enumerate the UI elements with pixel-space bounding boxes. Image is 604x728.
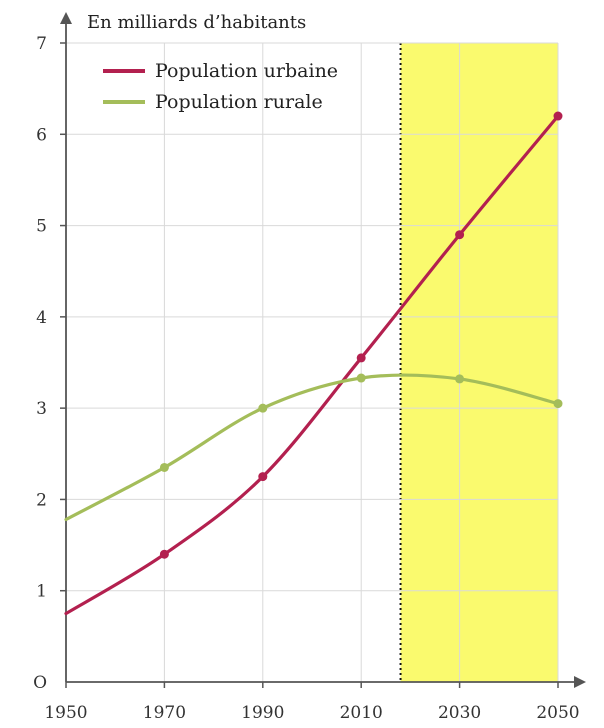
- x-axis-arrow: [574, 676, 586, 688]
- x-tick-label: 1990: [241, 703, 284, 723]
- series-line-rural: [64, 373, 560, 522]
- label-layer: En milliards d’habitants 1950 1970 1990 201…: [33, 12, 580, 723]
- y-axis-title: En milliards d’habitants: [87, 12, 306, 33]
- projection-band: [400, 43, 558, 682]
- x-tick-label: 1970: [143, 703, 186, 723]
- y-tick-label: 7: [36, 34, 47, 54]
- x-tick-label: 2030: [438, 703, 481, 723]
- data-point-rural: [455, 374, 465, 384]
- x-tick-label: 2010: [340, 703, 383, 723]
- projection-band-layer: [399, 43, 558, 682]
- y-tick-label: 6: [36, 125, 47, 145]
- grid-layer: [66, 42, 559, 682]
- data-point-rural: [356, 373, 366, 383]
- data-point-urban: [159, 549, 169, 559]
- y-tick-label: 1: [36, 582, 47, 602]
- y-tick-label: 5: [36, 217, 47, 237]
- data-point-urban: [356, 353, 366, 363]
- x-tick-label: 2050: [536, 703, 579, 723]
- data-point-urban: [455, 230, 465, 240]
- series-layer: [64, 111, 563, 616]
- data-point-urban: [553, 111, 563, 121]
- y-tick-label: 3: [36, 399, 47, 419]
- y-tick-label: 2: [36, 490, 47, 510]
- y-axis-arrow: [60, 12, 72, 24]
- x-tick-label: 1950: [44, 703, 87, 723]
- origin-label: O: [33, 673, 47, 693]
- y-tick-label: 4: [36, 308, 47, 328]
- data-point-rural: [553, 399, 563, 409]
- data-point-rural: [159, 462, 169, 472]
- data-point-urban: [258, 472, 268, 482]
- legend-label-rural: Population rurale: [155, 91, 323, 113]
- legend-label-urban: Population urbaine: [155, 60, 338, 82]
- legend: Population urbaine Population rurale: [103, 60, 338, 113]
- data-point-rural: [258, 403, 268, 413]
- axis-layer: [60, 12, 586, 688]
